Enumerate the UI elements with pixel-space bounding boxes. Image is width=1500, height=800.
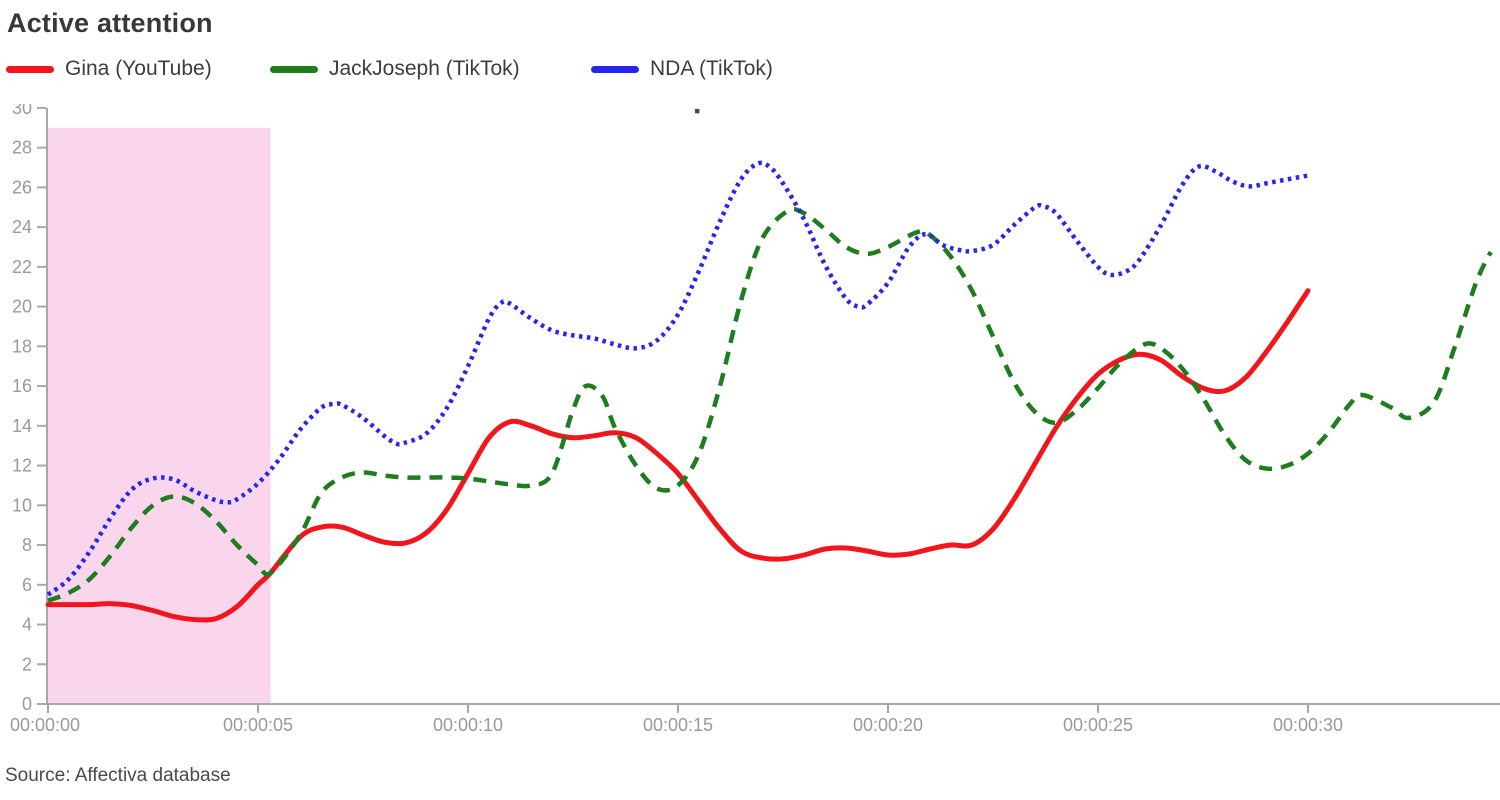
x-tick-label: 00:00:10 xyxy=(433,715,503,735)
y-tick-label: 22 xyxy=(12,257,32,277)
x-tick-label: 00:00:05 xyxy=(223,715,293,735)
legend-item-gina-youtube[interactable]: Gina (YouTube) xyxy=(6,57,212,81)
y-tick-label: 10 xyxy=(12,495,32,515)
legend-swatch-nda-tiktok xyxy=(591,65,639,73)
x-tick-label: 00:00:25 xyxy=(1063,715,1133,735)
y-tick-label: 14 xyxy=(12,416,32,436)
y-tick-label: 26 xyxy=(12,177,32,197)
x-tick-label: 00:00:00 xyxy=(10,715,80,735)
artifact-dot xyxy=(694,108,700,114)
y-tick-label: 4 xyxy=(22,615,32,635)
legend-item-jackjoseph-tiktok[interactable]: JackJoseph (TikTok) xyxy=(270,57,520,81)
y-tick-label: 28 xyxy=(12,138,32,158)
y-tick-label: 30 xyxy=(12,104,32,118)
series-line-nda-tiktok[interactable] xyxy=(46,160,1309,597)
legend-item-nda-tiktok[interactable]: NDA (TikTok) xyxy=(591,57,773,81)
y-tick-label: 2 xyxy=(22,654,32,674)
y-tick-label: 8 xyxy=(22,535,32,555)
source-note: Source: Affectiva database xyxy=(5,765,231,786)
y-tick-label: 0 xyxy=(22,694,32,714)
artifact-dot-mark xyxy=(694,108,700,114)
series-lines xyxy=(45,160,1493,623)
y-tick-label: 24 xyxy=(12,217,32,237)
x-tick-label: 00:00:20 xyxy=(853,715,923,735)
highlight-region xyxy=(48,127,271,704)
y-tick-label: 20 xyxy=(12,297,32,317)
series-line-gina-youtube[interactable] xyxy=(45,288,1311,623)
legend-swatch-gina-youtube xyxy=(6,65,54,73)
chart-title: Active attention xyxy=(7,8,213,38)
x-tick-label: 00:00:30 xyxy=(1273,715,1343,735)
chart-area: 0 2 4 6 8 10 12 14 16 18 20 22 24 26 28 30 00:00:00 00:0… xyxy=(0,104,1500,800)
legend-label-jackjoseph-tiktok: JackJoseph (TikTok) xyxy=(329,57,520,80)
legend-swatch-jackjoseph-tiktok xyxy=(270,65,318,73)
highlight-rect xyxy=(48,127,271,704)
y-tick-label: 16 xyxy=(12,376,32,396)
y-tick-label: 12 xyxy=(12,456,32,476)
legend-label-nda-tiktok: NDA (TikTok) xyxy=(650,57,773,80)
y-tick-label: 18 xyxy=(12,336,32,356)
legend: Gina (YouTube) JackJoseph (TikTok) NDA (… xyxy=(0,57,1500,87)
y-tick-label: 6 xyxy=(22,575,32,595)
x-axis: 00:00:00 00:00:05 00:00:10 00:00:15 00:00:20… xyxy=(10,703,1500,735)
x-tick-label: 00:00:15 xyxy=(643,715,713,735)
series-line-jackjoseph-tiktok[interactable] xyxy=(47,206,1493,603)
legend-label-gina-youtube: Gina (YouTube) xyxy=(65,57,212,80)
